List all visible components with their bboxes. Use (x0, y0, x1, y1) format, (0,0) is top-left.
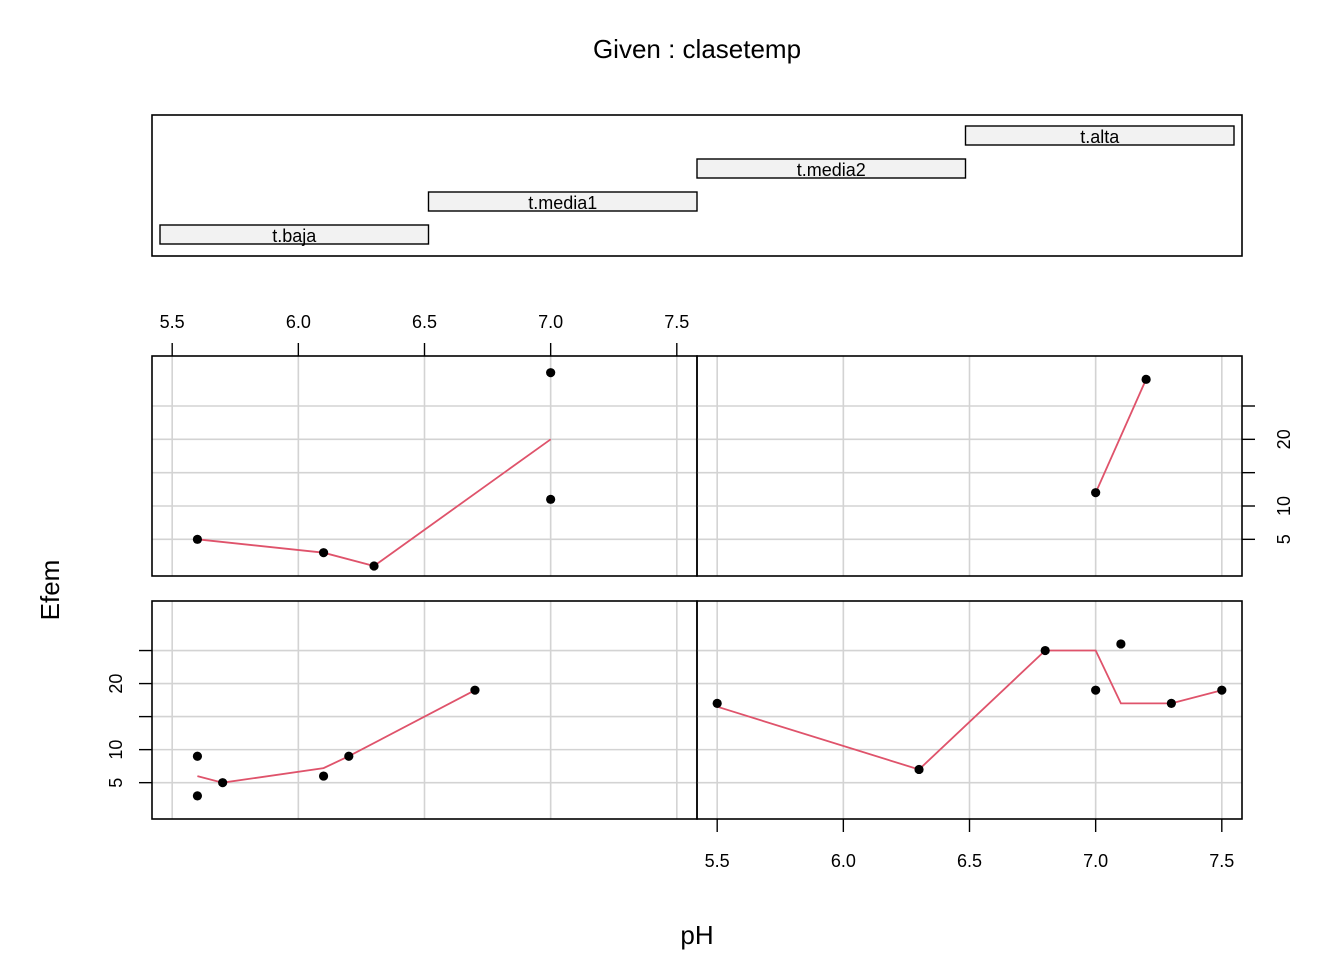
panel-frame (696, 355, 1243, 577)
data-point (470, 685, 480, 695)
panel-t-media1 (696, 600, 1243, 820)
given-bar (427, 191, 698, 212)
panel-t-media2 (151, 355, 698, 577)
data-point (1141, 374, 1151, 384)
data-point (369, 561, 379, 571)
y-tick-label-left: 20 (106, 674, 126, 694)
data-point (192, 751, 203, 761)
x-axis-label: pH (680, 920, 713, 950)
y-tick-label-right: 10 (1274, 496, 1294, 516)
smooth-line (197, 689, 476, 784)
smooth-line (197, 438, 552, 567)
x-tick-label-bottom: 5.5 (705, 851, 730, 871)
x-tick-label-bottom: 6.5 (957, 851, 982, 871)
chart-title: Given : clasetemp (593, 34, 801, 64)
x-tick-label-top: 6.0 (286, 312, 311, 332)
x-tick-label-top: 5.5 (160, 312, 185, 332)
data-point (546, 494, 556, 504)
data-point (192, 534, 203, 544)
x-tick-label-bottom: 7.0 (1083, 851, 1108, 871)
data-point (1217, 685, 1227, 695)
data-point (914, 764, 924, 775)
panel-t-baja (151, 600, 698, 820)
given-bar (964, 125, 1235, 146)
data-point (712, 698, 722, 708)
given-bar (159, 224, 430, 245)
data-point (218, 778, 228, 788)
data-point (318, 771, 329, 781)
axes: 5.5 6.0 6.5 7.0 7.5 5.5 6.0 6.5 7.0 7.5 5 10 20 5 10 20 (106, 312, 1294, 871)
given-bar-label: t.media1 (528, 193, 597, 213)
smooth-line (1094, 378, 1147, 494)
given-panel-frame (151, 114, 1243, 257)
data-point (192, 791, 203, 801)
data-point (344, 751, 354, 761)
y-tick-label-left: 10 (106, 740, 126, 760)
data-point (1116, 639, 1126, 649)
data-point (1091, 488, 1101, 498)
x-tick-label-top: 6.5 (412, 312, 437, 332)
given-bar (696, 158, 967, 179)
data-point (1091, 685, 1101, 695)
data-point (1040, 645, 1050, 656)
x-tick-label-bottom: 6.0 (831, 851, 856, 871)
y-axis-label: Efem (35, 560, 65, 621)
y-tick-label-left: 5 (106, 778, 126, 788)
data-point (546, 368, 556, 378)
y-tick-label-right: 20 (1274, 429, 1294, 449)
x-tick-label-top: 7.0 (538, 312, 563, 332)
given-bar-label: t.media2 (797, 160, 866, 180)
given-panel: t.baja t.media1 t.media2 t.alta (151, 114, 1243, 257)
x-tick-label-top: 7.5 (664, 312, 689, 332)
panel-t-alta (696, 355, 1243, 577)
data-point (318, 548, 329, 558)
given-bar-label: t.alta (1080, 127, 1120, 147)
x-tick-label-bottom: 7.5 (1209, 851, 1234, 871)
data-point (1166, 698, 1176, 708)
given-bars: t.baja t.media1 t.media2 t.alta (159, 125, 1235, 246)
panels (151, 355, 1243, 820)
given-bar-label: t.baja (272, 226, 317, 246)
y-tick-label-right: 5 (1274, 534, 1294, 544)
